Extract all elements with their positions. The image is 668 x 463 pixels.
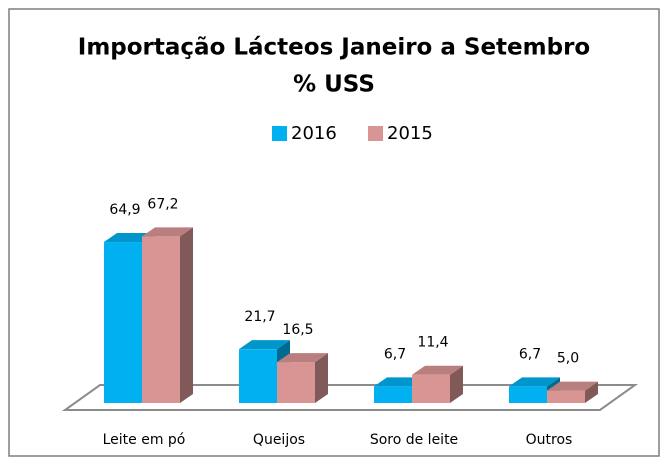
- x-tick-label: Soro de leite: [370, 432, 458, 448]
- legend-label: 2016: [291, 123, 337, 144]
- bar-front: [277, 362, 315, 403]
- x-tick-label: Leite em pó: [103, 432, 186, 448]
- bar-side: [180, 227, 193, 403]
- bar-top: [277, 353, 328, 363]
- bar-top: [412, 365, 463, 375]
- bar-side: [450, 365, 463, 403]
- bar-front: [104, 242, 142, 403]
- bar-front: [412, 374, 450, 403]
- x-tick-label: Queijos: [253, 432, 305, 448]
- chart-subtitle: % USS: [293, 72, 375, 98]
- bar: [142, 227, 193, 403]
- bar: [277, 353, 328, 403]
- bar-front: [239, 349, 277, 403]
- data-label: 5,0: [557, 351, 579, 367]
- bar-side: [585, 381, 598, 403]
- bar-front: [547, 390, 585, 403]
- bar-top: [547, 381, 598, 391]
- bar-top: [239, 340, 290, 350]
- bar-side: [315, 353, 328, 403]
- bar-front: [142, 236, 180, 403]
- data-label: 16,5: [282, 322, 313, 338]
- bar-front: [509, 386, 547, 403]
- data-label: 11,4: [417, 335, 448, 351]
- x-tick-label: Outros: [526, 432, 573, 448]
- data-label: 21,7: [244, 309, 275, 325]
- bar-front: [374, 386, 412, 403]
- legend-swatch: [368, 126, 383, 141]
- bar-top: [509, 377, 560, 387]
- bar: [547, 381, 598, 403]
- legend-label: 2015: [387, 123, 433, 144]
- data-label: 6,7: [519, 346, 541, 362]
- bar: [412, 365, 463, 403]
- bar-top: [142, 227, 193, 237]
- data-label: 64,9: [109, 202, 140, 218]
- data-label: 67,2: [147, 196, 178, 212]
- legend-swatch: [272, 126, 287, 141]
- chart-title: Importação Lácteos Janeiro a Setembro: [78, 35, 590, 61]
- data-label: 6,7: [384, 346, 406, 362]
- floor: [61, 384, 639, 411]
